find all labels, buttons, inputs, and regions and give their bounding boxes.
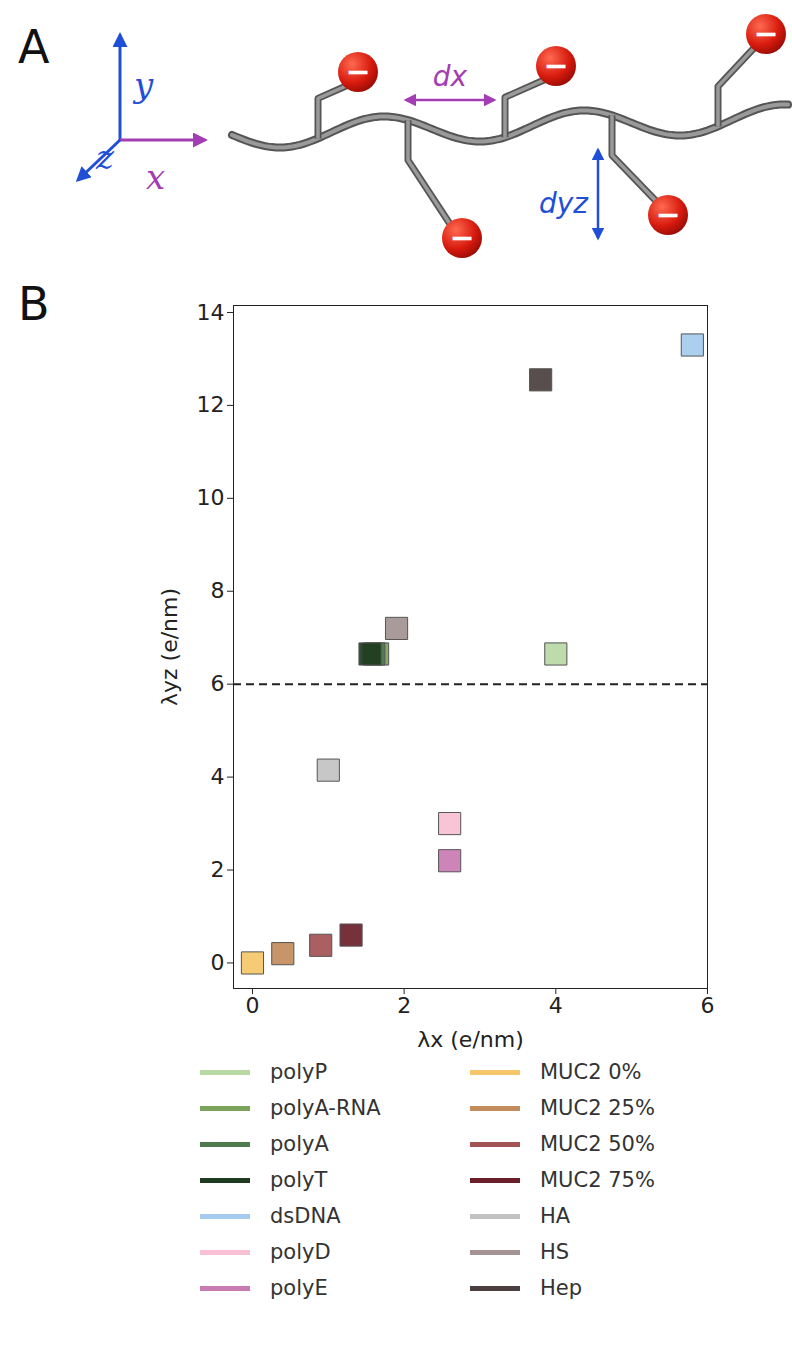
svg-text:y: y (132, 65, 154, 105)
html-text:HA: HA (540, 1204, 571, 1228)
html-text:MUC2 25%: MUC2 25% (540, 1096, 655, 1120)
svg-text:0: 0 (245, 993, 259, 1018)
svg-text:4: 4 (211, 764, 225, 789)
svg-text:2: 2 (397, 993, 411, 1018)
html-text:MUC2 50%: MUC2 50% (540, 1132, 655, 1156)
html-text:polyD: polyD (270, 1240, 331, 1264)
svg-text:14: 14 (197, 300, 225, 325)
svg-text:−: − (753, 16, 778, 51)
svg-text:12: 12 (197, 392, 225, 417)
svg-text:2: 2 (211, 857, 225, 882)
html-text:Hep: Hep (540, 1276, 582, 1300)
svg-text:x: x (146, 157, 165, 197)
html-text:dsDNA: dsDNA (270, 1204, 341, 1228)
svg-text:0: 0 (211, 950, 225, 975)
svg-text:−: − (345, 54, 370, 89)
svg-text:10: 10 (197, 485, 225, 510)
svg-text:8: 8 (211, 578, 225, 603)
html-text:polyE: polyE (270, 1276, 328, 1300)
svg-text:A: A (18, 20, 50, 74)
html-text:polyA: polyA (270, 1132, 329, 1156)
svg-text:−: − (449, 220, 474, 255)
svg-text:6: 6 (211, 671, 225, 696)
html-text:HS: HS (540, 1240, 570, 1264)
svg-text:6: 6 (701, 993, 715, 1018)
svg-text:4: 4 (549, 993, 563, 1018)
html-text:MUC2 75%: MUC2 75% (540, 1168, 655, 1192)
html-text:MUC2 0%: MUC2 0% (540, 1060, 642, 1084)
html-text:B: B (18, 277, 50, 331)
html-text:polyA-RNA: polyA-RNA (270, 1096, 381, 1120)
html-text:polyP: polyP (270, 1060, 328, 1084)
svg-text:λyz (e/nm): λyz (e/nm) (157, 588, 182, 706)
svg-text:dyz: dyz (539, 187, 589, 220)
svg-text:z: z (95, 137, 115, 177)
svg-text:dx: dx (433, 60, 468, 93)
svg-text:−: − (543, 48, 568, 83)
html-text:polyT: polyT (270, 1168, 328, 1192)
svg-text:−: − (655, 197, 680, 232)
svg-text:λx (e/nm): λx (e/nm) (417, 1027, 524, 1051)
